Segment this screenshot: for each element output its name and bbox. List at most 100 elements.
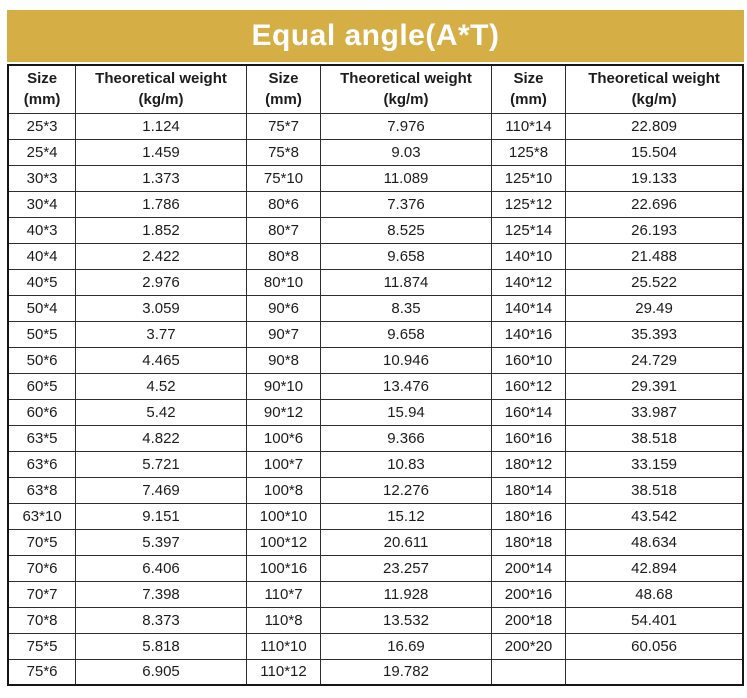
weight-cell: 2.976 <box>75 268 247 296</box>
table-row: 50*6 4.465 90*8 10.946 160*10 24.729 <box>7 346 744 374</box>
weight-cell: 43.542 <box>565 502 744 530</box>
table-row: 50*4 3.059 90*6 8.35 140*14 29.49 <box>7 294 744 322</box>
size-cell: 70*5 <box>7 528 77 556</box>
table-row: 70*8 8.373 110*8 13.532 200*18 54.401 <box>7 606 744 634</box>
size-cell: 70*6 <box>7 554 77 582</box>
weight-cell: 23.257 <box>320 554 492 582</box>
header-weight-label: Theoretical weight <box>95 69 227 87</box>
table-header: Size (mm) Theoretical weight (kg/m) Size… <box>7 64 744 114</box>
table-title: Equal angle(A*T) <box>7 10 744 62</box>
size-cell: 110*7 <box>245 580 322 608</box>
weight-cell: 15.12 <box>320 502 492 530</box>
table-row: 40*3 1.852 80*7 8.525 125*14 26.193 <box>7 216 744 244</box>
size-cell: 40*5 <box>7 268 77 296</box>
size-cell: 125*12 <box>490 190 567 218</box>
weight-cell: 16.69 <box>320 632 492 660</box>
weight-cell: 48.634 <box>565 528 744 556</box>
weight-cell: 42.894 <box>565 554 744 582</box>
table-row: 70*7 7.398 110*7 11.928 200*16 48.68 <box>7 580 744 608</box>
size-cell: 70*7 <box>7 580 77 608</box>
size-cell: 140*10 <box>490 242 567 270</box>
weight-cell: 25.522 <box>565 268 744 296</box>
size-cell: 75*10 <box>245 164 322 192</box>
weight-cell: 54.401 <box>565 606 744 634</box>
weight-cell: 26.193 <box>565 216 744 244</box>
weight-cell: 13.476 <box>320 372 492 400</box>
size-cell: 75*7 <box>245 112 322 140</box>
weight-cell: 1.786 <box>75 190 247 218</box>
size-cell: 40*4 <box>7 242 77 270</box>
table-row: 30*4 1.786 80*6 7.376 125*12 22.696 <box>7 190 744 218</box>
weight-cell: 1.852 <box>75 216 247 244</box>
header-size-label: Size <box>513 69 544 87</box>
weight-cell: 24.729 <box>565 346 744 374</box>
weight-cell: 29.391 <box>565 372 744 400</box>
size-cell: 90*12 <box>245 398 322 426</box>
table-row: 75*5 5.818 110*10 16.69 200*20 60.056 <box>7 632 744 660</box>
weight-cell: 9.658 <box>320 320 492 348</box>
weight-cell: 9.366 <box>320 424 492 452</box>
header-size-3: Size (mm) <box>490 64 567 114</box>
size-cell: 90*6 <box>245 294 322 322</box>
header-weight-3: Theoretical weight (kg/m) <box>565 64 744 114</box>
weight-cell: 7.469 <box>75 476 247 504</box>
header-weight-label: Theoretical weight <box>340 69 472 87</box>
header-size-unit: (mm) <box>510 91 547 109</box>
table-row: 60*5 4.52 90*10 13.476 160*12 29.391 <box>7 372 744 400</box>
table-row: 70*5 5.397 100*12 20.611 180*18 48.634 <box>7 528 744 556</box>
header-weight-label: Theoretical weight <box>588 69 720 87</box>
size-cell: 75*5 <box>7 632 77 660</box>
size-cell: 110*12 <box>245 658 322 686</box>
weight-cell: 22.809 <box>565 112 744 140</box>
table-row: 63*5 4.822 100*6 9.366 160*16 38.518 <box>7 424 744 452</box>
size-cell: 30*3 <box>7 164 77 192</box>
weight-cell: 11.089 <box>320 164 492 192</box>
header-weight-unit: (kg/m) <box>631 91 677 109</box>
header-row: Size (mm) Theoretical weight (kg/m) Size… <box>7 64 744 114</box>
table-row: 40*5 2.976 80*10 11.874 140*12 25.522 <box>7 268 744 296</box>
weight-cell: 10.946 <box>320 346 492 374</box>
weight-cell: 1.373 <box>75 164 247 192</box>
size-cell: 80*6 <box>245 190 322 218</box>
table-row: 75*6 6.905 110*12 19.782 <box>7 658 744 686</box>
table-row: 63*6 5.721 100*7 10.83 180*12 33.159 <box>7 450 744 478</box>
weight-cell <box>565 658 744 686</box>
size-cell: 200*14 <box>490 554 567 582</box>
size-cell: 100*6 <box>245 424 322 452</box>
header-size-label: Size <box>268 69 299 87</box>
size-cell: 125*10 <box>490 164 567 192</box>
size-cell: 200*16 <box>490 580 567 608</box>
weight-cell: 35.393 <box>565 320 744 348</box>
header-weight-unit: (kg/m) <box>138 91 184 109</box>
size-cell: 75*6 <box>7 658 77 686</box>
equal-angle-table: Size (mm) Theoretical weight (kg/m) Size… <box>7 64 744 686</box>
header-size-2: Size (mm) <box>245 64 322 114</box>
size-cell: 180*14 <box>490 476 567 504</box>
table-row: 60*6 5.42 90*12 15.94 160*14 33.987 <box>7 398 744 426</box>
weight-cell: 33.159 <box>565 450 744 478</box>
table-row: 40*4 2.422 80*8 9.658 140*10 21.488 <box>7 242 744 270</box>
size-cell: 160*14 <box>490 398 567 426</box>
table-row: 25*3 1.124 75*7 7.976 110*14 22.809 <box>7 112 744 140</box>
weight-cell: 38.518 <box>565 476 744 504</box>
size-cell: 63*10 <box>7 502 77 530</box>
size-cell: 140*14 <box>490 294 567 322</box>
size-cell: 100*16 <box>245 554 322 582</box>
weight-cell: 60.056 <box>565 632 744 660</box>
weight-cell: 48.68 <box>565 580 744 608</box>
size-cell: 80*7 <box>245 216 322 244</box>
size-cell: 100*7 <box>245 450 322 478</box>
size-cell: 100*8 <box>245 476 322 504</box>
header-size-unit: (mm) <box>23 91 61 109</box>
header-weight-1: Theoretical weight (kg/m) <box>75 64 247 114</box>
size-cell: 50*5 <box>7 320 77 348</box>
table-row: 25*4 1.459 75*8 9.03 125*8 15.504 <box>7 138 744 166</box>
size-cell: 60*6 <box>7 398 77 426</box>
weight-cell: 1.124 <box>75 112 247 140</box>
size-cell: 160*16 <box>490 424 567 452</box>
weight-cell: 9.151 <box>75 502 247 530</box>
weight-cell: 7.376 <box>320 190 492 218</box>
weight-cell: 4.465 <box>75 346 247 374</box>
size-cell: 25*4 <box>7 138 77 166</box>
